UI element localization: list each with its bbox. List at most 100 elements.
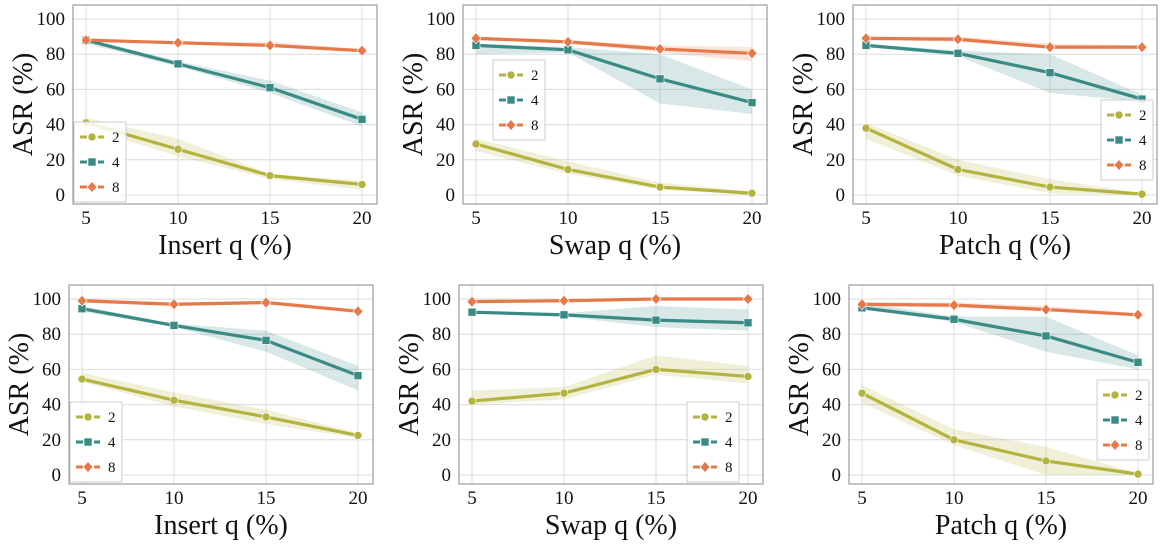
x-tick-label: 5 <box>471 208 481 229</box>
legend-marker-4 <box>700 437 710 447</box>
data-point-2 <box>953 165 963 174</box>
data-point-8 <box>952 33 964 46</box>
data-point-8 <box>650 293 662 305</box>
y-tick-label: 60 <box>822 359 841 380</box>
legend-marker-2 <box>700 412 710 422</box>
x-axis-label: Swap q (%) <box>549 230 681 261</box>
data-point-2 <box>743 372 753 381</box>
subplot-3: 0 20 40 60 80 100 5 10 15 20 2 4 8 Patch q (%) ASR (%) <box>780 0 1161 262</box>
x-tick-label: 20 <box>349 488 368 509</box>
data-point-2 <box>467 396 477 406</box>
y-tick-label: 40 <box>436 115 455 136</box>
x-tick-label: 15 <box>257 488 276 509</box>
data-point-8 <box>1044 41 1056 54</box>
data-point-2 <box>471 139 481 149</box>
data-point-4 <box>261 336 271 345</box>
data-point-4 <box>747 98 757 107</box>
legend-label: 8 <box>725 460 733 476</box>
data-point-8 <box>558 294 570 307</box>
series-line-2 <box>85 121 363 187</box>
x-axis-label: Patch q (%) <box>939 230 1071 261</box>
y-tick-label: 100 <box>37 9 66 30</box>
confidence-band-4 <box>476 43 752 115</box>
y-tick-label: 40 <box>432 395 451 416</box>
x-tick-label: 5 <box>861 208 871 229</box>
data-point-4 <box>173 59 183 69</box>
data-point-8 <box>260 296 272 309</box>
data-point-8 <box>1136 41 1148 54</box>
data-point-4 <box>743 318 753 328</box>
data-point-8 <box>80 34 92 47</box>
series-line-2 <box>471 367 749 403</box>
plot-frame <box>458 284 764 485</box>
y-tick-label: 100 <box>427 9 456 30</box>
series-line-8 <box>475 36 753 55</box>
data-point-2 <box>353 431 363 440</box>
legend-label: 4 <box>531 93 539 109</box>
x-tick-label: 20 <box>1133 208 1152 229</box>
confidence-band-2 <box>476 138 752 195</box>
series-line-2 <box>865 126 1143 196</box>
legend-marker-8 <box>699 461 711 473</box>
y-tick-label: 40 <box>46 115 65 136</box>
y-tick-label: 20 <box>46 150 65 171</box>
y-tick-label: 80 <box>42 324 61 345</box>
legend-label: 2 <box>1135 388 1143 404</box>
legend-marker-2 <box>87 132 97 142</box>
data-point-2 <box>857 388 867 398</box>
data-point-8 <box>856 298 868 311</box>
subplot-5: 0 20 40 60 80 100 5 10 15 20 2 4 8 Swap q (%) ASR (%) <box>386 280 773 542</box>
subplot-2: 0 20 40 60 80 100 5 10 15 20 2 4 8 Swap q (%) ASR (%) <box>390 0 777 262</box>
legend: 2 4 8 <box>1100 99 1154 181</box>
y-tick-label: 80 <box>826 44 845 65</box>
confidence-band-8 <box>476 36 752 62</box>
legend: 2 4 8 <box>686 401 740 483</box>
series-line-8 <box>471 297 748 304</box>
y-tick-label: 100 <box>33 289 62 310</box>
confidence-band-4 <box>86 38 362 127</box>
data-point-8 <box>860 32 872 45</box>
data-point-4 <box>169 321 179 330</box>
data-point-2 <box>1045 182 1055 192</box>
data-point-8 <box>76 294 88 307</box>
data-point-2 <box>173 144 183 154</box>
legend-label: 8 <box>112 180 120 196</box>
data-point-4 <box>949 314 959 324</box>
x-tick-label: 10 <box>165 488 184 509</box>
legend-label: 8 <box>1135 438 1143 454</box>
x-tick-label: 15 <box>651 208 670 229</box>
data-point-4 <box>265 83 275 92</box>
data-point-2 <box>1041 456 1051 466</box>
data-point-4 <box>655 74 665 84</box>
subplot-svg: 0 20 40 60 80 100 5 10 15 20 2 4 8 Insert q (%) ASR (%… <box>8 4 378 261</box>
subplot-svg: 0 20 40 60 80 100 5 10 15 20 2 4 8 Insert q (%) ASR (%… <box>4 284 374 541</box>
y-tick-label: 60 <box>826 79 845 100</box>
data-point-8 <box>356 44 368 57</box>
legend-marker-4 <box>1110 415 1120 425</box>
series-line-4 <box>861 306 1139 364</box>
data-point-2 <box>169 395 179 405</box>
data-point-8 <box>948 299 960 312</box>
y-tick-label: 20 <box>822 430 841 451</box>
data-point-2 <box>77 374 87 384</box>
x-axis-label: Insert q (%) <box>158 230 292 261</box>
legend-label: 4 <box>1135 413 1143 429</box>
x-axis-label: Patch q (%) <box>935 510 1067 541</box>
x-tick-label: 5 <box>857 488 867 509</box>
data-point-2 <box>651 365 661 374</box>
series-line-4 <box>85 38 363 121</box>
legend: 2 4 8 <box>1096 379 1150 461</box>
legend-marker-2 <box>83 412 93 422</box>
subplot-4: 0 20 40 60 80 100 5 10 15 20 2 4 8 Insert q (%) ASR (%… <box>0 280 383 542</box>
legend-marker-2 <box>1114 110 1124 120</box>
legend-marker-4 <box>1114 135 1124 145</box>
plot-frame <box>68 284 374 485</box>
subplot-svg: 0 20 40 60 80 100 5 10 15 20 2 4 8 Patch q (%) ASR (%) <box>788 4 1158 261</box>
legend-marker-2 <box>506 70 516 80</box>
data-point-8 <box>172 36 184 49</box>
subplot-1: 0 20 40 60 80 100 5 10 15 20 2 4 8 Insert q (%) ASR (%… <box>0 0 387 262</box>
series-line-4 <box>471 310 749 325</box>
series-line-8 <box>85 38 363 53</box>
data-point-8 <box>264 39 276 52</box>
data-point-8 <box>746 47 758 60</box>
